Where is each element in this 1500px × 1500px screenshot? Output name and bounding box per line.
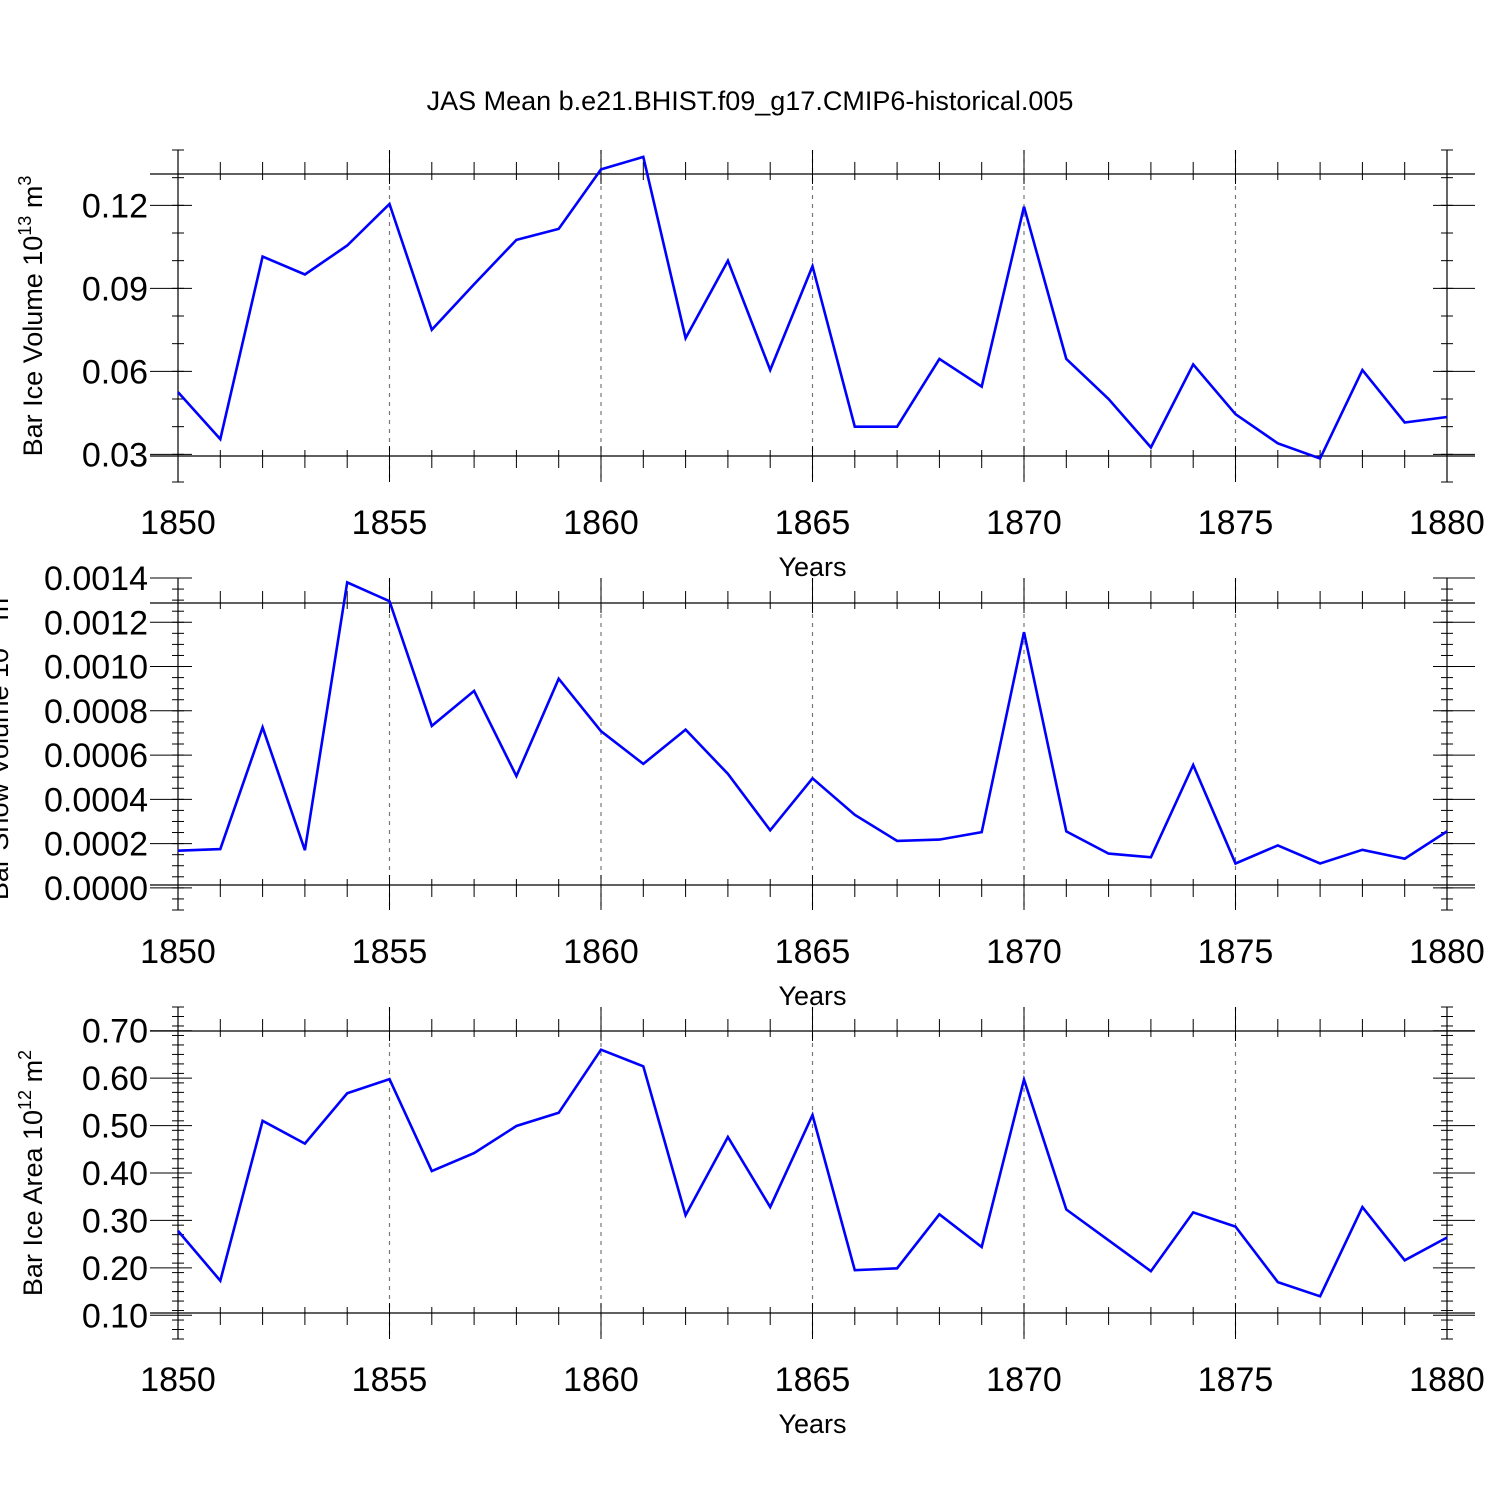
x-tick-label: 1850	[140, 504, 216, 542]
x-tick-label: 1850	[140, 1361, 216, 1399]
y-tick-label: 0.0014	[44, 560, 148, 598]
x-tick-label: 1865	[775, 1361, 851, 1399]
figure-title: JAS Mean b.e21.BHIST.f09_g17.CMIP6-histo…	[427, 86, 1074, 116]
series-line	[177, 580, 1448, 866]
x-tick-label: 1865	[775, 504, 851, 542]
x-tick-label: 1850	[140, 933, 216, 971]
x-tick-label: 1875	[1198, 504, 1274, 542]
x-tick-label: 1855	[352, 504, 428, 542]
y-tick-label: 0.03	[82, 436, 148, 474]
y-axis-title: Bar Snow Volume 1013 m3	[0, 588, 14, 900]
x-tick-label: 1870	[986, 1361, 1062, 1399]
panels: 0.03 0.06 0.09 0.12 1850 1855 1860 1865 1870 1875…	[0, 149, 1485, 1439]
chart-panel-2: 0.0000 0.0002 0.0004 0.0006 0.0008 0.0010 0.00…	[0, 560, 1485, 1011]
x-axis-title: Years	[778, 981, 846, 1011]
series-line	[177, 155, 1448, 461]
x-tick-label: 1880	[1409, 933, 1485, 971]
x-tick-label: 1860	[563, 1361, 639, 1399]
x-tick-label: 1870	[986, 504, 1062, 542]
series-line	[177, 1048, 1448, 1298]
y-tick-label: 0.30	[82, 1202, 148, 1240]
y-tick-label: 0.20	[82, 1250, 148, 1288]
x-tick-label: 1855	[352, 1361, 428, 1399]
y-tick-label: 0.0010	[44, 649, 148, 687]
x-axis-title: Years	[778, 1409, 846, 1439]
y-tick-label: 0.0002	[44, 826, 148, 864]
y-tick-label: 0.50	[82, 1108, 148, 1146]
chart-panel-1: 0.03 0.06 0.09 0.12 1850 1855 1860 1865 1870 1875…	[15, 149, 1485, 582]
y-tick-label: 0.70	[82, 1013, 148, 1051]
y-tick-label: 0.60	[82, 1060, 148, 1098]
y-tick-label: 0.0004	[44, 781, 148, 819]
chart-panel-3: 0.10 0.20 0.30 0.40 0.50 0.60 0.70 1850 1855 1860…	[15, 1006, 1485, 1439]
y-tick-label: 0.06	[82, 353, 148, 391]
x-tick-label: 1860	[563, 933, 639, 971]
y-tick-label: 0.0006	[44, 737, 148, 775]
x-tick-label: 1860	[563, 504, 639, 542]
x-axis-title: Years	[778, 552, 846, 582]
y-tick-label: 0.0000	[44, 870, 148, 908]
x-tick-label: 1875	[1198, 933, 1274, 971]
y-tick-label: 0.09	[82, 270, 148, 308]
y-axis-title: Bar Ice Area 1012 m2	[15, 1050, 48, 1296]
y-tick-label: 0.40	[82, 1155, 148, 1193]
x-tick-label: 1855	[352, 933, 428, 971]
x-tick-label: 1870	[986, 933, 1062, 971]
y-tick-label: 0.12	[82, 187, 148, 225]
y-tick-label: 0.0008	[44, 693, 148, 731]
y-tick-label: 0.10	[82, 1297, 148, 1335]
y-axis-title: Bar Ice Volume 1013 m3	[15, 176, 48, 457]
x-tick-label: 1865	[775, 933, 851, 971]
x-tick-label: 1880	[1409, 504, 1485, 542]
y-tick-label: 0.0012	[44, 604, 148, 642]
x-tick-label: 1880	[1409, 1361, 1485, 1399]
x-tick-label: 1875	[1198, 1361, 1274, 1399]
